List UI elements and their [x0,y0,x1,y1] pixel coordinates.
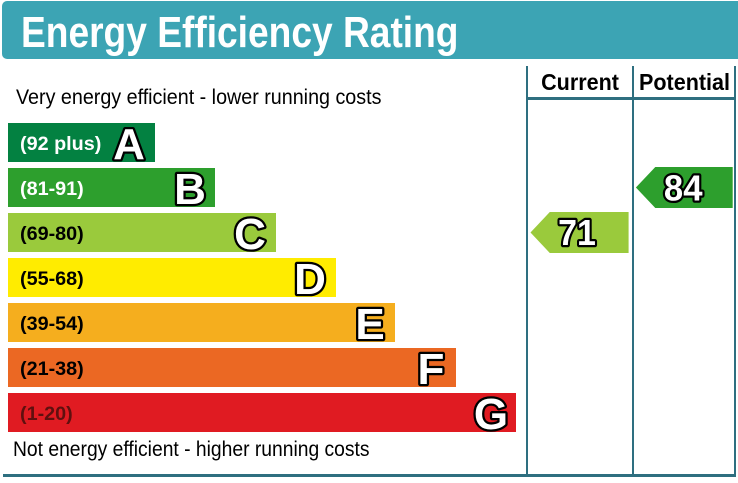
svg-text:D: D [294,255,326,304]
svg-text:B: B [174,165,206,214]
svg-text:A: A [113,120,145,169]
svg-text:C: C [234,210,266,259]
svg-text:G: G [474,390,508,439]
svg-text:71: 71 [558,213,596,253]
svg-text:F: F [418,345,445,394]
svg-text:84: 84 [663,168,702,209]
svg-text:E: E [355,300,384,349]
